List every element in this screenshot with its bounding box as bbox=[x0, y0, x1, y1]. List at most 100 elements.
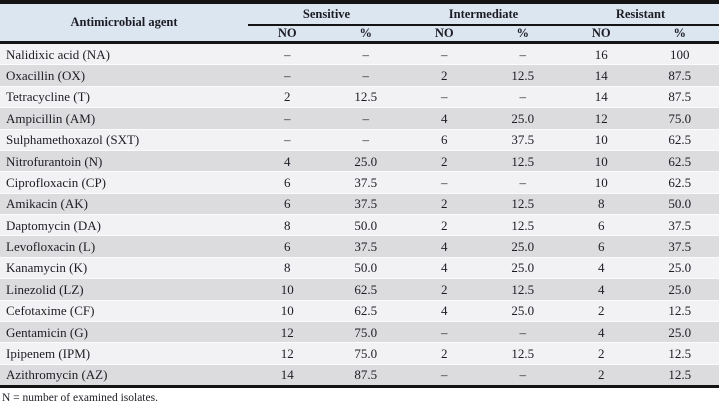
value-cell: 62.5 bbox=[354, 281, 378, 297]
agent-cell: Daptomycin (DA) bbox=[6, 217, 101, 233]
subheader-sensitive-no: NO bbox=[277, 26, 297, 40]
value-cell: 12 bbox=[280, 345, 294, 361]
table-footnote: N = number of examined isolates. bbox=[2, 392, 158, 404]
table-top-rule bbox=[0, 0, 719, 4]
group-header-resistant: Resistant bbox=[615, 6, 666, 21]
value-cell: 6 bbox=[284, 239, 291, 255]
value-cell: 25.0 bbox=[668, 324, 692, 340]
value-cell: 12.5 bbox=[668, 367, 692, 383]
value-cell: 14 bbox=[594, 89, 608, 105]
table-header: Antimicrobial agent Sensitive Intermedia… bbox=[0, 4, 719, 41]
value-cell: 37.5 bbox=[354, 196, 378, 212]
agent-cell: Ciprofloxacin (CP) bbox=[6, 174, 107, 190]
agent-cell: Nitrofurantoin (N) bbox=[6, 153, 103, 169]
table-row: Kanamycin (K) 8 50.0 4 25.0 4 25.0 bbox=[0, 256, 719, 279]
value-cell: 14 bbox=[594, 68, 608, 84]
value-cell: 12.5 bbox=[511, 196, 535, 212]
value-cell: – bbox=[441, 174, 448, 190]
agent-cell: Cefotaxime (CF) bbox=[6, 303, 95, 319]
value-cell: – bbox=[284, 68, 291, 84]
value-cell: 6 bbox=[441, 132, 448, 148]
agent-cell: Ipipenem (IPM) bbox=[6, 345, 91, 361]
value-cell: 6 bbox=[284, 174, 291, 190]
value-cell: 10 bbox=[594, 153, 608, 169]
subheader-resistant-no: NO bbox=[591, 26, 611, 40]
agent-cell: Oxacillin (OX) bbox=[6, 68, 86, 84]
agent-cell: Azithromycin (AZ) bbox=[6, 367, 108, 383]
value-cell: 12 bbox=[280, 324, 294, 340]
value-cell: 12.5 bbox=[511, 153, 535, 169]
table-row: Gentamicin (G) 12 75.0 – – 4 25.0 bbox=[0, 320, 719, 343]
group-header-intermediate: Intermediate bbox=[448, 6, 519, 21]
table-row: Ipipenem (IPM) 12 75.0 2 12.5 2 12.5 bbox=[0, 342, 719, 364]
value-cell: 2 bbox=[441, 217, 448, 233]
agent-cell: Linezolid (LZ) bbox=[6, 281, 84, 297]
table-row: Ciprofloxacin (CP) 6 37.5 – – 10 62.5 bbox=[0, 171, 719, 193]
value-cell: 25.0 bbox=[511, 110, 535, 126]
value-cell: 50.0 bbox=[668, 196, 692, 212]
value-cell: – bbox=[284, 46, 291, 62]
value-cell: 2 bbox=[441, 68, 448, 84]
agent-cell: Gentamicin (G) bbox=[6, 324, 88, 340]
value-cell: 2 bbox=[441, 196, 448, 212]
value-cell: – bbox=[362, 46, 370, 62]
agent-cell: Ampicillin (AM) bbox=[6, 110, 96, 126]
value-cell: 37.5 bbox=[354, 239, 378, 255]
table-row: Oxacillin (OX) – – 2 12.5 14 87.5 bbox=[0, 64, 719, 86]
value-cell: 4 bbox=[441, 303, 448, 319]
value-cell: 6 bbox=[598, 217, 605, 233]
subheader-sensitive-pct: % bbox=[359, 26, 373, 40]
value-cell: 37.5 bbox=[511, 132, 535, 148]
value-cell: 16 bbox=[594, 46, 608, 62]
value-cell: 2 bbox=[598, 367, 605, 383]
value-cell: 10 bbox=[594, 174, 608, 190]
agent-cell: Kanamycin (K) bbox=[6, 260, 88, 276]
value-cell: 8 bbox=[284, 217, 291, 233]
table-row: Levofloxacin (L) 6 37.5 4 25.0 6 37.5 bbox=[0, 235, 719, 257]
table-row: Tetracycline (T) 2 12.5 – – 14 87.5 bbox=[0, 85, 719, 108]
subheader-intermediate-pct: % bbox=[516, 26, 530, 40]
value-cell: 37.5 bbox=[668, 217, 692, 233]
agent-cell: Amikacin (AK) bbox=[6, 196, 88, 212]
value-cell: 2 bbox=[598, 303, 605, 319]
table-body: Nalidixic acid (NA) – – – – 16 100 Oxacillin (O… bbox=[0, 44, 719, 385]
subheader-resistant-pct: % bbox=[673, 26, 687, 40]
value-cell: – bbox=[441, 46, 448, 62]
value-cell: – bbox=[362, 68, 370, 84]
agent-cell: Levofloxacin (L) bbox=[6, 239, 96, 255]
agent-cell: Tetracycline (T) bbox=[6, 89, 90, 105]
value-cell: 75.0 bbox=[354, 345, 378, 361]
value-cell: 4 bbox=[284, 153, 291, 169]
table-row: Nitrofurantoin (N) 4 25.0 2 12.5 10 62.5 bbox=[0, 149, 719, 172]
agent-column-header: Antimicrobial agent bbox=[70, 15, 178, 29]
value-cell: 12.5 bbox=[511, 217, 535, 233]
value-cell: – bbox=[441, 324, 448, 340]
value-cell: 8 bbox=[598, 196, 605, 212]
value-cell: 62.5 bbox=[668, 132, 692, 148]
value-cell: – bbox=[441, 367, 448, 383]
value-cell: 6 bbox=[598, 239, 605, 255]
value-cell: 4 bbox=[598, 260, 605, 276]
value-cell: – bbox=[362, 132, 370, 148]
value-cell: 12.5 bbox=[511, 281, 535, 297]
value-cell: 10 bbox=[594, 132, 608, 148]
value-cell: 12.5 bbox=[354, 89, 378, 105]
table-row: Azithromycin (AZ) 14 87.5 – – 2 12.5 bbox=[0, 363, 719, 385]
value-cell: 10 bbox=[280, 281, 294, 297]
value-cell: 25.0 bbox=[668, 260, 692, 276]
table-bottom-rule bbox=[0, 385, 719, 388]
value-cell: 6 bbox=[284, 196, 291, 212]
value-cell: – bbox=[284, 132, 291, 148]
value-cell: 2 bbox=[441, 153, 448, 169]
value-cell: 75.0 bbox=[354, 324, 378, 340]
value-cell: 2 bbox=[441, 345, 448, 361]
value-cell: – bbox=[519, 89, 527, 105]
value-cell: 50.0 bbox=[354, 260, 378, 276]
value-cell: 2 bbox=[284, 89, 291, 105]
value-cell: 4 bbox=[598, 281, 605, 297]
table-row: Linezolid (LZ) 10 62.5 2 12.5 4 25.0 bbox=[0, 278, 719, 300]
value-cell: 4 bbox=[441, 260, 448, 276]
value-cell: 2 bbox=[441, 281, 448, 297]
value-cell: 12.5 bbox=[668, 345, 692, 361]
